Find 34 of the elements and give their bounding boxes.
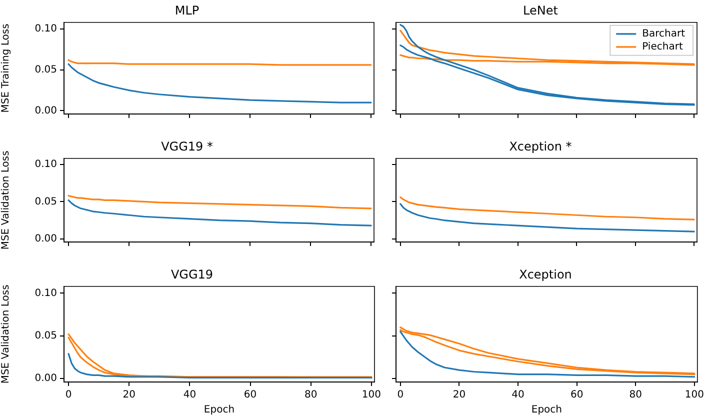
y-tick-label: 0.10 [34, 158, 57, 170]
y-axis-title: MSE Validation Loss [0, 284, 12, 384]
legend-label: Piechart [642, 41, 683, 52]
x-tick-label: 100 [684, 390, 704, 401]
x-tick-label: 0 [397, 390, 404, 401]
x-tick-label: 20 [122, 390, 136, 401]
legend-label: Barchart [642, 28, 686, 40]
x-axis-title: Epoch [531, 404, 562, 416]
x-tick-label: 40 [512, 390, 524, 401]
x-tick-label: 80 [304, 390, 318, 401]
y-tick-label: 0.05 [34, 64, 57, 76]
chart-title: VGG19 * [161, 139, 213, 154]
x-tick-label: 100 [362, 390, 382, 401]
x-tick-label: 20 [452, 390, 466, 401]
x-tick-label: 60 [570, 390, 584, 401]
y-tick-label: 0.05 [34, 196, 57, 208]
x-tick-label: 0 [65, 390, 72, 401]
x-tick-label: 40 [183, 390, 196, 401]
chart-title: LeNet [523, 3, 558, 18]
chart-title: Xception * [509, 139, 572, 154]
y-tick-label: 0.10 [34, 24, 57, 35]
chart-title: VGG19 [170, 267, 214, 282]
y-tick-label: 0.00 [34, 105, 57, 116]
x-tick-label: 80 [629, 390, 642, 401]
x-axis-title: Epoch [204, 404, 235, 416]
y-tick-label: 0.05 [34, 330, 57, 342]
chart-title: MLP [174, 3, 200, 18]
y-tick-label: 0.10 [34, 288, 57, 299]
x-tick-label: 60 [244, 390, 257, 401]
y-axis-title: MSE Validation Loss [0, 150, 12, 250]
y-tick-label: 0.00 [34, 234, 57, 245]
chart-title: Xception [519, 267, 572, 282]
y-tick-label: 0.00 [34, 373, 57, 384]
y-axis-title: MSE Training Loss [0, 24, 12, 113]
